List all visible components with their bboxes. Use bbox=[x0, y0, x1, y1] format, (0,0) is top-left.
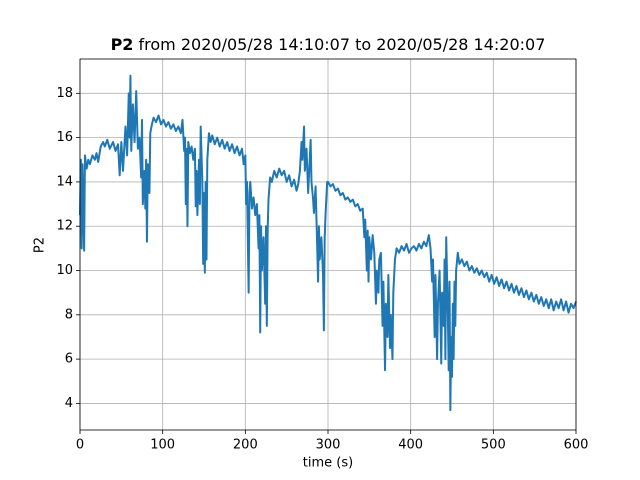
y-tick-label: 6 bbox=[65, 352, 73, 367]
x-axis-label: time (s) bbox=[303, 456, 353, 471]
x-tick-label: 400 bbox=[398, 438, 423, 453]
y-tick-label: 12 bbox=[56, 219, 73, 234]
x-tick-label: 100 bbox=[150, 438, 175, 453]
y-axis-label: P2 bbox=[33, 237, 48, 253]
y-tick-label: 16 bbox=[56, 130, 73, 145]
y-tick-label: 18 bbox=[56, 86, 73, 101]
y-tick-label: 10 bbox=[56, 263, 73, 278]
y-tick-label: 8 bbox=[65, 307, 73, 322]
plot-frame bbox=[79, 58, 577, 431]
y-tick-label: 4 bbox=[65, 396, 73, 411]
data-line bbox=[79, 74, 577, 412]
y-tick-label: 14 bbox=[56, 174, 73, 189]
x-tick-label: 300 bbox=[316, 438, 341, 453]
title-name: P2 bbox=[111, 35, 134, 54]
x-tick-label: 600 bbox=[564, 438, 589, 453]
x-tick-label: 0 bbox=[76, 438, 84, 453]
x-tick-label: 200 bbox=[233, 438, 258, 453]
chart-title: P2 from 2020/05/28 14:10:07 to 2020/05/2… bbox=[111, 35, 546, 54]
title-text: from 2020/05/28 14:10:07 to 2020/05/28 1… bbox=[139, 35, 546, 54]
x-tick-label: 500 bbox=[481, 438, 506, 453]
